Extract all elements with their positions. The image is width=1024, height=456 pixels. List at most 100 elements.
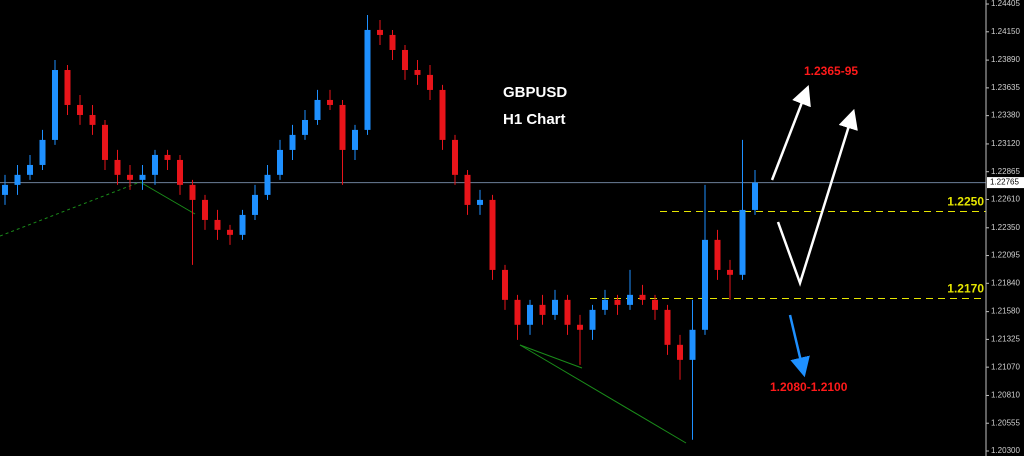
- candle-body: [277, 149, 283, 175]
- arrow: [770, 85, 811, 181]
- candle-body: [177, 159, 183, 185]
- candle-body: [14, 174, 21, 185]
- candle-body: [252, 194, 258, 215]
- y-tick-label: 1.22610: [991, 195, 1020, 204]
- candle-body: [2, 184, 8, 195]
- candle-body: [189, 184, 196, 200]
- y-tick-label: 1.21070: [991, 362, 1020, 371]
- candle-body: [127, 174, 133, 180]
- candle-body: [364, 29, 371, 130]
- price-lines: 1.2250 1.2170: [0, 182, 986, 300]
- y-tick-label: 1.20300: [991, 446, 1020, 455]
- candle-body: [77, 104, 83, 115]
- candle-body: [502, 269, 508, 300]
- candles: [2, 15, 758, 440]
- candle-body: [477, 199, 483, 205]
- candle-body: [752, 182, 758, 210]
- y-tick-label: 1.22095: [991, 251, 1020, 260]
- candle-body: [114, 159, 121, 175]
- candle-body: [39, 139, 46, 165]
- candle-body: [639, 294, 646, 300]
- candle-body: [689, 329, 696, 360]
- candle-body: [164, 154, 171, 160]
- candle-body: [677, 344, 683, 360]
- y-tick-label: 1.22865: [991, 167, 1020, 176]
- candle-body: [239, 214, 246, 235]
- candle-body: [89, 114, 96, 125]
- candle-body: [552, 299, 558, 315]
- candle-body: [102, 124, 108, 160]
- last-price-box: [987, 177, 1024, 189]
- timeframe-label: H1 Chart: [503, 111, 566, 128]
- y-tick-label: 1.20810: [991, 391, 1020, 400]
- candle-body: [389, 34, 396, 50]
- candle-body: [152, 154, 158, 175]
- candle-body: [227, 229, 233, 235]
- target-label: 1.2080-1.2100: [770, 380, 848, 394]
- candle-body: [739, 209, 746, 275]
- y-tick-label: 1.23380: [991, 111, 1020, 120]
- candle-body: [464, 174, 471, 205]
- y-tick-label: 1.23635: [991, 83, 1020, 92]
- candle-body: [27, 164, 33, 175]
- candle-body: [439, 89, 446, 140]
- candle-body: [589, 309, 596, 330]
- candle-body: [352, 129, 358, 150]
- candle-body: [452, 139, 458, 175]
- candle-body: [414, 70, 421, 75]
- candle-body: [489, 199, 496, 270]
- last-price-label: 1.22765: [990, 178, 1019, 187]
- candle-body: [627, 294, 633, 305]
- candle-body: [652, 299, 658, 310]
- candle-body: [514, 299, 521, 325]
- trend-line: [139, 181, 196, 215]
- candle-body: [202, 199, 208, 220]
- trend-lines: [0, 181, 687, 444]
- candle-body: [327, 99, 333, 105]
- y-tick-label: 1.24150: [991, 27, 1020, 36]
- candle-body: [302, 119, 308, 135]
- candle-body: [527, 304, 533, 325]
- y-tick-label: 1.21840: [991, 278, 1020, 287]
- symbol-label: GBPUSD: [503, 84, 567, 101]
- y-tick-label: 1.21325: [991, 334, 1020, 343]
- candle-body: [564, 299, 571, 325]
- candle-body: [602, 299, 608, 310]
- candle-body: [427, 74, 433, 90]
- y-axis: 1.24405 1.24150 1.23890 1.23635 1.23380 1.231…: [985, 0, 1024, 456]
- candle-body: [139, 174, 146, 180]
- candle-body: [402, 49, 408, 71]
- candle-body: [664, 309, 671, 345]
- candle-body: [64, 70, 71, 105]
- trend-line: [0, 181, 141, 237]
- y-tick-label: 1.20555: [991, 418, 1020, 427]
- candle-body: [339, 104, 346, 150]
- y-tick-label: 1.23120: [991, 139, 1020, 148]
- candle-body: [714, 239, 721, 270]
- target-label: 1.2365-95: [804, 64, 858, 78]
- y-tick-label: 1.23890: [991, 55, 1020, 64]
- level-label: 1.2170: [947, 282, 984, 296]
- arrow: [788, 314, 810, 378]
- candle-body: [539, 304, 546, 315]
- y-tick-label: 1.21580: [991, 307, 1020, 316]
- level-label: 1.2250: [947, 195, 984, 209]
- trend-line: [519, 344, 583, 369]
- candle-body: [614, 299, 621, 305]
- candle-body: [264, 174, 271, 195]
- arrow: [776, 108, 858, 287]
- candle-body: [314, 99, 321, 120]
- candle-body: [214, 219, 221, 230]
- candle-body: [727, 269, 733, 275]
- y-tick-label: 1.22350: [991, 223, 1020, 232]
- y-tick-label: 1.24405: [991, 0, 1020, 8]
- candle-body: [52, 70, 58, 140]
- candle-body: [702, 239, 708, 330]
- candle-body: [377, 29, 383, 35]
- candle-body: [577, 324, 583, 330]
- trend-line: [519, 344, 687, 444]
- candle-body: [289, 134, 296, 150]
